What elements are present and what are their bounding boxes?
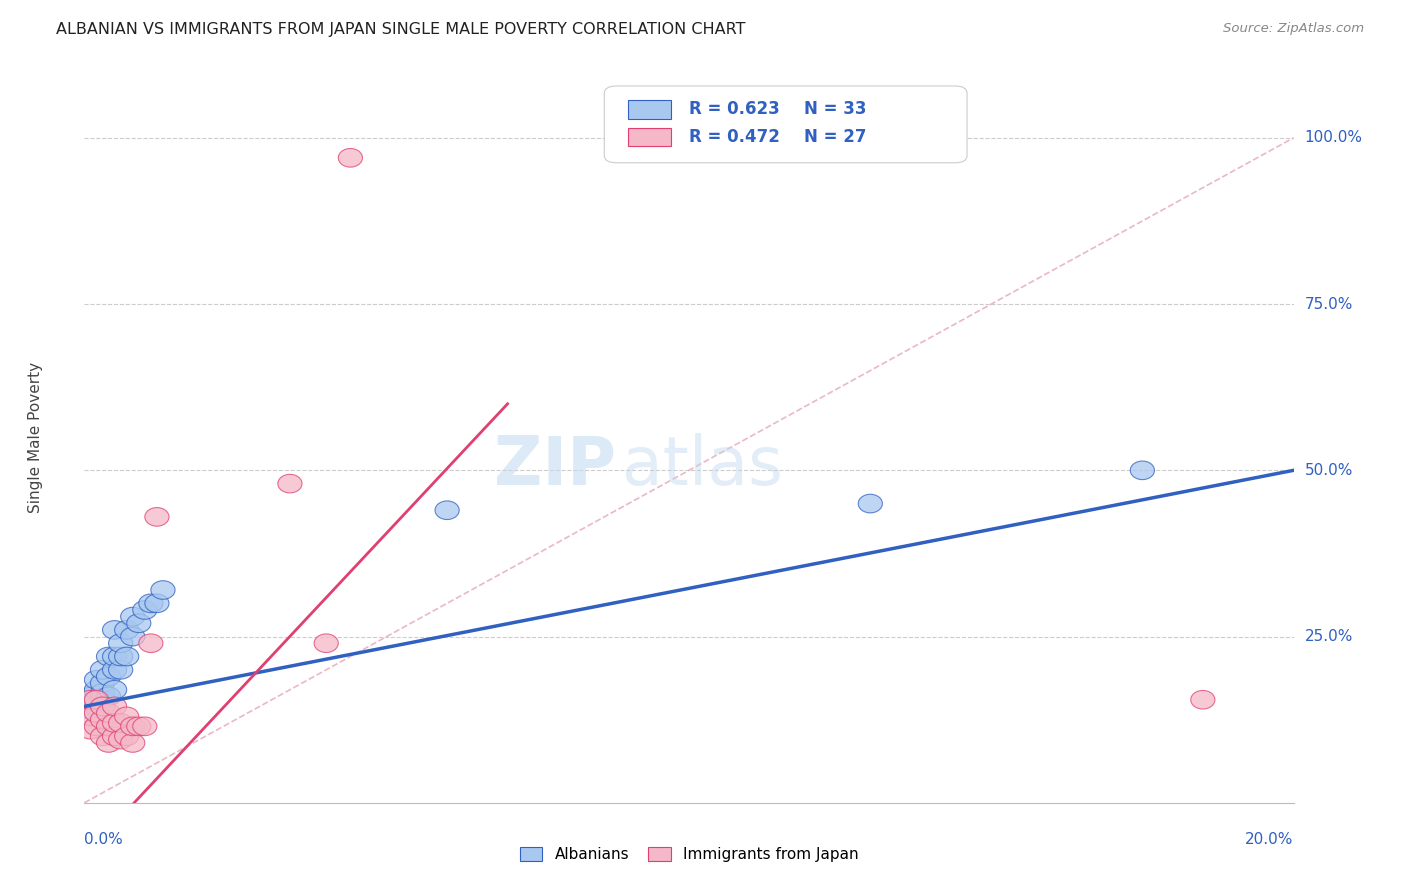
Ellipse shape: [121, 607, 145, 626]
Ellipse shape: [97, 667, 121, 686]
Ellipse shape: [103, 697, 127, 715]
Ellipse shape: [103, 681, 127, 699]
Ellipse shape: [84, 671, 108, 690]
Text: N = 33: N = 33: [804, 101, 866, 119]
Ellipse shape: [434, 501, 460, 519]
Ellipse shape: [115, 727, 139, 746]
Text: ZIP: ZIP: [495, 434, 616, 500]
Ellipse shape: [84, 690, 108, 709]
Text: 20.0%: 20.0%: [1246, 832, 1294, 847]
Ellipse shape: [97, 704, 121, 723]
Ellipse shape: [139, 594, 163, 613]
Ellipse shape: [1191, 690, 1215, 709]
Text: ALBANIAN VS IMMIGRANTS FROM JAPAN SINGLE MALE POVERTY CORRELATION CHART: ALBANIAN VS IMMIGRANTS FROM JAPAN SINGLE…: [56, 22, 745, 37]
Ellipse shape: [115, 648, 139, 665]
Text: 0.0%: 0.0%: [84, 832, 124, 847]
Ellipse shape: [84, 704, 108, 723]
Ellipse shape: [103, 660, 127, 679]
Text: 50.0%: 50.0%: [1305, 463, 1353, 478]
Text: R = 0.472: R = 0.472: [689, 128, 780, 146]
Ellipse shape: [108, 648, 132, 665]
Ellipse shape: [115, 621, 139, 640]
Ellipse shape: [115, 707, 139, 726]
Ellipse shape: [314, 634, 339, 653]
Ellipse shape: [84, 697, 108, 715]
Ellipse shape: [150, 581, 176, 599]
Ellipse shape: [90, 710, 115, 729]
Ellipse shape: [97, 687, 121, 706]
Ellipse shape: [108, 714, 132, 732]
Ellipse shape: [79, 700, 103, 719]
Ellipse shape: [339, 148, 363, 167]
FancyBboxPatch shape: [605, 86, 967, 162]
Ellipse shape: [145, 594, 169, 613]
Bar: [628, 100, 671, 119]
Ellipse shape: [97, 733, 121, 752]
Ellipse shape: [90, 690, 115, 709]
Ellipse shape: [90, 684, 115, 702]
Ellipse shape: [145, 508, 169, 526]
Legend: Albanians, Immigrants from Japan: Albanians, Immigrants from Japan: [513, 841, 865, 868]
Text: R = 0.623: R = 0.623: [689, 101, 780, 119]
Ellipse shape: [139, 634, 163, 653]
Ellipse shape: [121, 733, 145, 752]
Ellipse shape: [121, 717, 145, 736]
Ellipse shape: [103, 714, 127, 732]
Ellipse shape: [84, 681, 108, 699]
Ellipse shape: [108, 634, 132, 653]
Ellipse shape: [127, 717, 150, 736]
Ellipse shape: [858, 494, 883, 513]
Ellipse shape: [108, 660, 132, 679]
Ellipse shape: [132, 717, 157, 736]
Ellipse shape: [79, 687, 103, 706]
Ellipse shape: [79, 690, 103, 709]
Ellipse shape: [97, 648, 121, 665]
Ellipse shape: [84, 690, 108, 709]
Text: 75.0%: 75.0%: [1305, 297, 1353, 311]
Ellipse shape: [90, 727, 115, 746]
Text: 25.0%: 25.0%: [1305, 629, 1353, 644]
Ellipse shape: [90, 673, 115, 692]
Ellipse shape: [90, 660, 115, 679]
Text: Single Male Poverty: Single Male Poverty: [28, 361, 44, 513]
Ellipse shape: [132, 600, 157, 619]
Ellipse shape: [97, 717, 121, 736]
Ellipse shape: [103, 621, 127, 640]
Ellipse shape: [103, 727, 127, 746]
Ellipse shape: [103, 648, 127, 665]
Ellipse shape: [278, 475, 302, 493]
Ellipse shape: [121, 627, 145, 646]
Ellipse shape: [79, 690, 103, 709]
Text: N = 27: N = 27: [804, 128, 866, 146]
Ellipse shape: [84, 717, 108, 736]
Ellipse shape: [108, 731, 132, 749]
Ellipse shape: [90, 697, 115, 715]
Bar: [628, 128, 671, 146]
Text: atlas: atlas: [623, 434, 783, 500]
Ellipse shape: [127, 614, 150, 632]
Text: 100.0%: 100.0%: [1305, 130, 1362, 145]
Ellipse shape: [79, 707, 103, 726]
Ellipse shape: [79, 721, 103, 739]
Ellipse shape: [1130, 461, 1154, 480]
Text: Source: ZipAtlas.com: Source: ZipAtlas.com: [1223, 22, 1364, 36]
